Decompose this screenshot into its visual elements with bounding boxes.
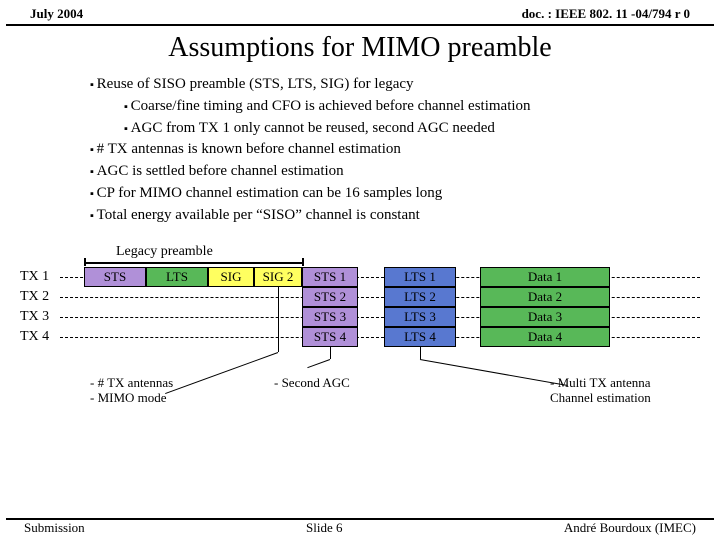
cell-data3: Data 3 (480, 307, 610, 327)
note1-line2: - MIMO mode (90, 390, 167, 405)
cell-data4: Data 4 (480, 327, 610, 347)
note3-line2: Channel estimation (550, 390, 651, 405)
note2: - Second AGC (274, 376, 350, 391)
pointer3-v (420, 347, 421, 359)
header-left: July 2004 (30, 6, 83, 22)
header-bar: July 2004 doc. : IEEE 802. 11 -04/794 r … (6, 0, 714, 26)
cell-lts1: LTS 1 (384, 267, 456, 287)
cell-sts3: STS 3 (302, 307, 358, 327)
bullet-list: Reuse of SISO preamble (STS, LTS, SIG) f… (90, 74, 720, 226)
tx1-label: TX 1 (20, 267, 49, 287)
footer-left: Submission (24, 520, 85, 536)
tx3-label: TX 3 (20, 307, 49, 327)
pointer1-v (278, 287, 279, 352)
legacy-preamble-label: Legacy preamble (116, 244, 213, 260)
pointer2-v (330, 347, 331, 359)
cell-lts2: LTS 2 (384, 287, 456, 307)
bullet-1a: Coarse/fine timing and CFO is achieved b… (124, 96, 720, 118)
note1: - # TX antennas - MIMO mode (90, 376, 173, 406)
cell-sig: SIG (208, 267, 254, 287)
diagram: Legacy preamble TX 1 TX 2 TX 3 TX 4 STS … (20, 244, 720, 434)
pointer3-d (420, 359, 568, 386)
legacy-tick-left (84, 258, 86, 266)
cell-sig2: SIG 2 (254, 267, 302, 287)
footer-center: Slide 6 (306, 520, 342, 536)
pointer1-d (165, 352, 278, 394)
cell-lts: LTS (146, 267, 208, 287)
cell-sts1: STS 1 (302, 267, 358, 287)
bullet-2: # TX antennas is known before channel es… (90, 139, 720, 161)
bullet-5: Total energy available per “SISO” channe… (90, 205, 720, 227)
cell-data1: Data 1 (480, 267, 610, 287)
bullet-4: CP for MIMO channel estimation can be 16… (90, 183, 720, 205)
cell-lts4: LTS 4 (384, 327, 456, 347)
bullet-1b: AGC from TX 1 only cannot be reused, sec… (124, 118, 720, 140)
note1-line1: - # TX antennas (90, 375, 173, 390)
legacy-rule (84, 262, 302, 264)
note3-line1: - Multi TX antenna (550, 375, 651, 390)
header-right: doc. : IEEE 802. 11 -04/794 r 0 (522, 6, 690, 22)
cell-data2: Data 2 (480, 287, 610, 307)
legacy-tick-right (302, 258, 304, 266)
footer-right: André Bourdoux (IMEC) (564, 520, 696, 536)
pointer2-d (307, 359, 330, 368)
bullet-3: AGC is settled before channel estimation (90, 161, 720, 183)
page-title: Assumptions for MIMO preamble (0, 32, 720, 64)
note3: - Multi TX antenna Channel estimation (550, 376, 651, 406)
bullet-1: Reuse of SISO preamble (STS, LTS, SIG) f… (90, 74, 720, 96)
cell-sts4: STS 4 (302, 327, 358, 347)
cell-sts: STS (84, 267, 146, 287)
cell-lts3: LTS 3 (384, 307, 456, 327)
tx2-label: TX 2 (20, 287, 49, 307)
footer: Submission Slide 6 André Bourdoux (IMEC) (24, 520, 696, 536)
cell-sts2: STS 2 (302, 287, 358, 307)
tx4-label: TX 4 (20, 327, 49, 347)
tx-labels: TX 1 TX 2 TX 3 TX 4 (20, 267, 49, 347)
